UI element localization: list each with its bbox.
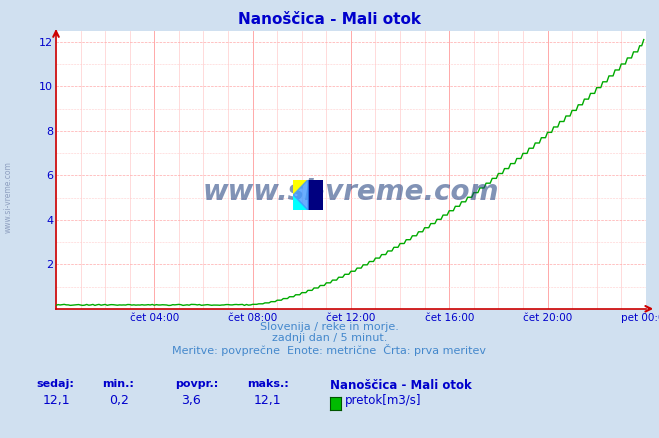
Text: Nanoščica - Mali otok: Nanoščica - Mali otok bbox=[238, 12, 421, 27]
Text: sedaj:: sedaj: bbox=[36, 379, 74, 389]
Text: pretok[m3/s]: pretok[m3/s] bbox=[345, 394, 422, 407]
Text: 12,1: 12,1 bbox=[254, 394, 281, 407]
Text: min.:: min.: bbox=[102, 379, 134, 389]
Text: www.si-vreme.com: www.si-vreme.com bbox=[203, 178, 499, 206]
Text: www.si-vreme.com: www.si-vreme.com bbox=[3, 161, 13, 233]
Text: Slovenija / reke in morje.: Slovenija / reke in morje. bbox=[260, 322, 399, 332]
Text: 3,6: 3,6 bbox=[181, 394, 201, 407]
Text: 12,1: 12,1 bbox=[43, 394, 71, 407]
Text: maks.:: maks.: bbox=[247, 379, 289, 389]
Polygon shape bbox=[293, 195, 308, 210]
Text: 0,2: 0,2 bbox=[109, 394, 129, 407]
Polygon shape bbox=[293, 180, 308, 195]
Text: zadnji dan / 5 minut.: zadnji dan / 5 minut. bbox=[272, 333, 387, 343]
Text: Meritve: povprečne  Enote: metrične  Črta: prva meritev: Meritve: povprečne Enote: metrične Črta:… bbox=[173, 344, 486, 356]
Text: povpr.:: povpr.: bbox=[175, 379, 218, 389]
Polygon shape bbox=[308, 180, 323, 210]
Text: Nanoščica - Mali otok: Nanoščica - Mali otok bbox=[330, 379, 471, 392]
Polygon shape bbox=[293, 180, 308, 210]
